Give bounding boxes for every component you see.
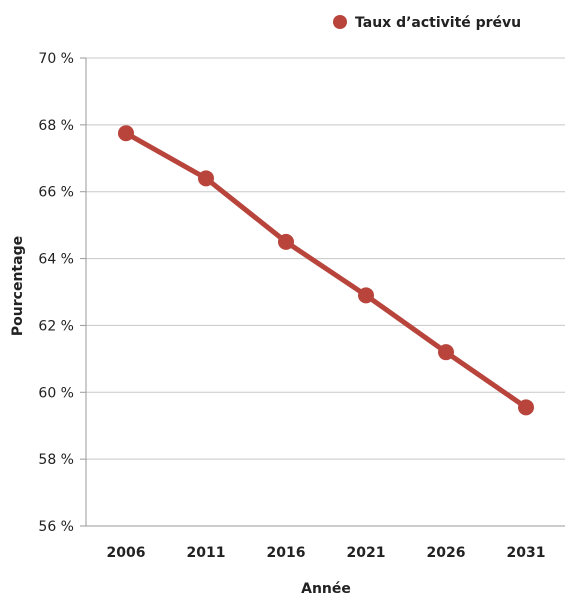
y-tick-label: 56 % [38, 519, 74, 535]
data-point [358, 287, 374, 304]
y-tick-label: 58 % [38, 452, 74, 468]
data-point [438, 344, 454, 361]
y-tick-label: 60 % [38, 385, 74, 401]
x-tick-label: 2011 [187, 545, 226, 561]
series [118, 125, 534, 416]
data-point [278, 233, 294, 250]
x-axis-title: Année [301, 581, 351, 594]
data-point [518, 399, 534, 416]
data-point [118, 125, 134, 142]
x-tick-label: 2006 [107, 545, 146, 561]
y-tick-label: 62 % [38, 318, 74, 334]
legend-label: Taux d’activité prévu [355, 15, 521, 31]
x-tick-label: 2026 [427, 545, 466, 561]
legend-marker [333, 15, 347, 29]
gridlines [86, 57, 565, 460]
legend: Taux d’activité prévu [333, 15, 521, 31]
series-line [123, 130, 529, 410]
y-tick-label: 68 % [38, 118, 74, 134]
y-tick-label: 64 % [38, 252, 74, 268]
x-tick-label: 2016 [267, 545, 306, 561]
x-tick-label: 2021 [347, 545, 386, 561]
x-tick-labels: 2006 2011 2016 2021 2026 2031 [107, 545, 546, 561]
y-tick-label: 70 % [38, 51, 74, 67]
x-tick-label: 2031 [507, 545, 546, 561]
y-tick-label: 66 % [38, 185, 74, 201]
axes [80, 57, 565, 527]
y-axis-title: Pourcentage [10, 236, 26, 336]
y-tick-labels: 56 % 58 % 60 % 62 % 64 % 66 % 68 % 70 % [38, 51, 74, 535]
data-point [198, 170, 214, 187]
